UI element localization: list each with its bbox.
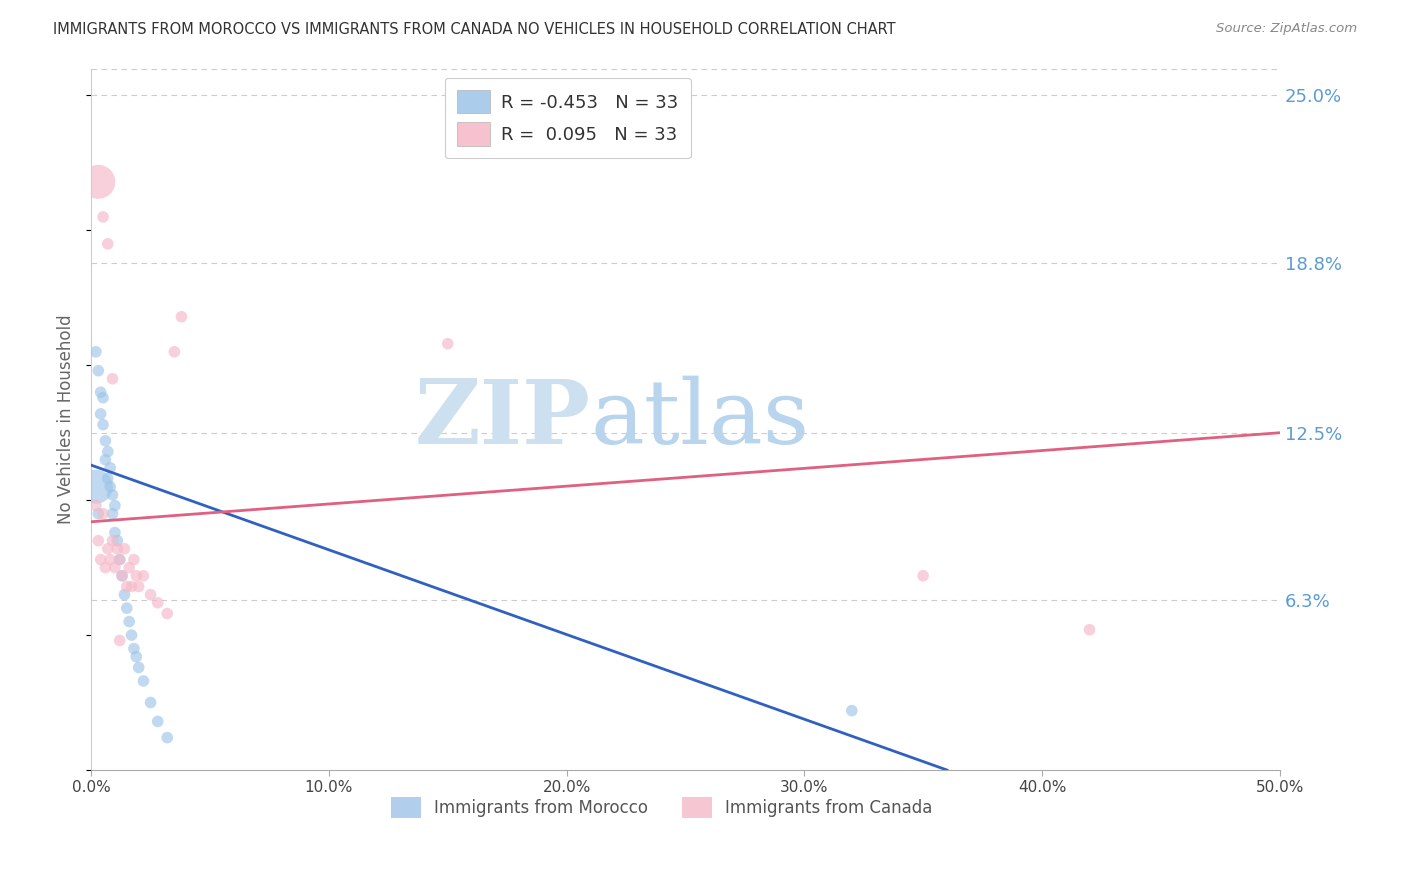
Point — [91, 417, 114, 432]
Text: IMMIGRANTS FROM MOROCCO VS IMMIGRANTS FROM CANADA NO VEHICLES IN HOUSEHOLD CORRE: IMMIGRANTS FROM MOROCCO VS IMMIGRANTS FR… — [53, 22, 896, 37]
Point — [105, 533, 128, 548]
Point — [146, 714, 169, 729]
Point — [128, 660, 150, 674]
Point — [125, 649, 148, 664]
Point — [111, 568, 134, 582]
Point — [101, 507, 124, 521]
Point — [156, 731, 179, 745]
Point — [84, 480, 107, 494]
Point — [132, 568, 155, 582]
Point — [97, 236, 120, 251]
Point — [111, 568, 134, 582]
Point — [115, 601, 138, 615]
Point — [118, 560, 141, 574]
Point — [121, 628, 143, 642]
Point — [132, 673, 155, 688]
Point — [84, 344, 107, 359]
Point — [90, 385, 112, 400]
Point — [94, 560, 117, 574]
Point — [108, 552, 131, 566]
Point — [1078, 623, 1101, 637]
Point — [125, 568, 148, 582]
Point — [108, 633, 131, 648]
Point — [146, 596, 169, 610]
Point — [98, 480, 121, 494]
Point — [104, 560, 127, 574]
Point — [112, 588, 135, 602]
Point — [91, 507, 114, 521]
Point — [105, 541, 128, 556]
Point — [84, 499, 107, 513]
Point — [87, 507, 110, 521]
Point — [108, 552, 131, 566]
Point — [101, 533, 124, 548]
Point — [101, 488, 124, 502]
Point — [170, 310, 193, 324]
Point — [97, 472, 120, 486]
Text: ZIP: ZIP — [415, 376, 591, 463]
Point — [122, 552, 145, 566]
Point — [104, 525, 127, 540]
Point — [436, 336, 458, 351]
Point — [163, 344, 186, 359]
Text: Source: ZipAtlas.com: Source: ZipAtlas.com — [1216, 22, 1357, 36]
Point — [128, 580, 150, 594]
Point — [101, 372, 124, 386]
Point — [90, 552, 112, 566]
Point — [841, 704, 863, 718]
Point — [87, 533, 110, 548]
Point — [90, 407, 112, 421]
Point — [98, 552, 121, 566]
Point — [97, 444, 120, 458]
Point — [94, 434, 117, 448]
Point — [87, 175, 110, 189]
Point — [912, 568, 935, 582]
Point — [121, 580, 143, 594]
Point — [98, 460, 121, 475]
Point — [91, 210, 114, 224]
Point — [87, 364, 110, 378]
Text: atlas: atlas — [591, 376, 810, 463]
Point — [112, 541, 135, 556]
Point — [122, 641, 145, 656]
Point — [94, 452, 117, 467]
Point — [91, 391, 114, 405]
Point — [118, 615, 141, 629]
Point — [97, 541, 120, 556]
Point — [115, 580, 138, 594]
Point — [104, 499, 127, 513]
Legend: Immigrants from Morocco, Immigrants from Canada: Immigrants from Morocco, Immigrants from… — [384, 790, 939, 825]
Point — [139, 696, 162, 710]
Y-axis label: No Vehicles in Household: No Vehicles in Household — [58, 315, 75, 524]
Point — [156, 607, 179, 621]
Point — [139, 588, 162, 602]
